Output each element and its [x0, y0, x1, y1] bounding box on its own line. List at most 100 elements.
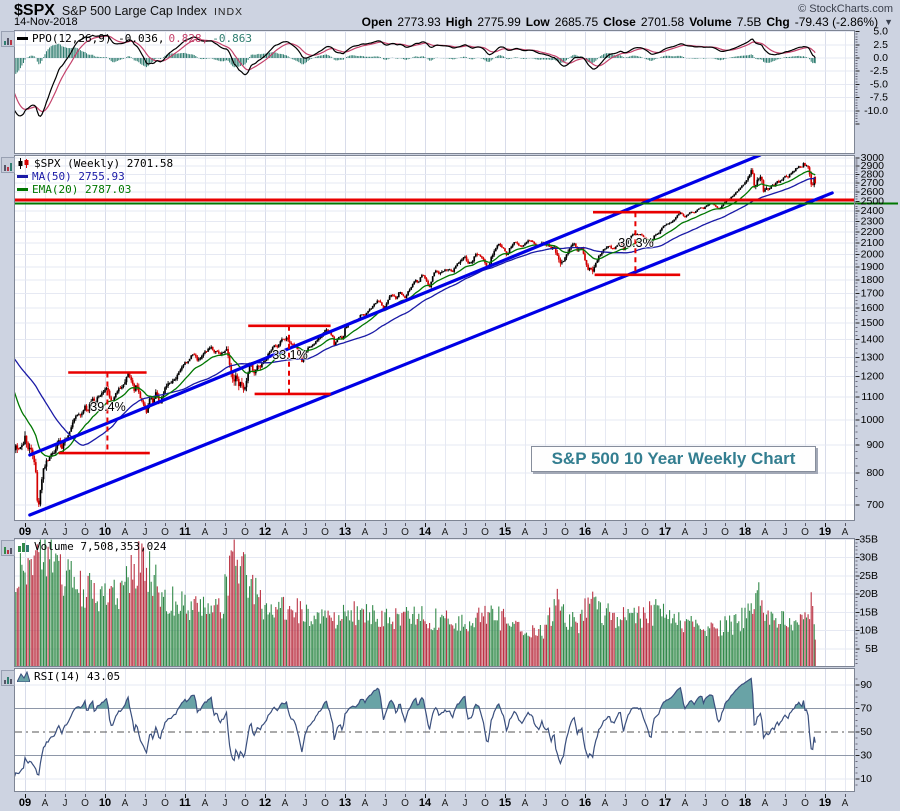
rsi-legend-text: RSI(14) 43.05	[34, 670, 121, 683]
chg-value: -79.43 (-2.86%)	[794, 15, 879, 29]
svg-text:11: 11	[179, 797, 191, 809]
rsi-legend: RSI(14) 43.05	[17, 670, 120, 683]
svg-text:1600: 1600	[861, 302, 885, 314]
svg-text:14: 14	[419, 526, 432, 538]
volume-legend: Volume 7,508,353,024	[17, 540, 166, 553]
svg-text:O: O	[161, 798, 169, 809]
low-value: 2685.75	[554, 15, 599, 29]
svg-text:1300: 1300	[861, 351, 885, 363]
quote-bar: Open 2773.93 High 2775.99 Low 2685.75 Cl…	[362, 15, 893, 29]
svg-text:5B: 5B	[865, 643, 878, 655]
svg-text:10: 10	[99, 526, 111, 538]
index-name-label: S&P 500 Large Cap Index	[61, 4, 207, 18]
ppo-legend-text: PPO(12,26,9) -0.036,	[32, 32, 165, 45]
svg-text:O: O	[81, 798, 89, 809]
svg-text:35B: 35B	[859, 533, 878, 545]
svg-text:10: 10	[860, 773, 872, 785]
svg-text:2100: 2100	[861, 237, 885, 249]
svg-text:J: J	[383, 798, 388, 809]
svg-text:A: A	[282, 798, 289, 809]
svg-text:A: A	[842, 798, 849, 809]
ppo-hist-value: -0.863	[212, 32, 252, 45]
ma50-line-icon	[17, 175, 28, 178]
svg-text:O: O	[161, 527, 169, 538]
svg-text:16: 16	[579, 797, 591, 809]
svg-text:1100: 1100	[861, 391, 884, 403]
svg-text:2800: 2800	[861, 168, 885, 180]
svg-text:J: J	[623, 527, 628, 538]
svg-text:1400: 1400	[861, 334, 885, 346]
svg-text:1900: 1900	[861, 261, 885, 273]
ppo-signal-value: 0.828,	[168, 32, 209, 45]
svg-text:3000: 3000	[861, 152, 885, 164]
svg-text:-2.5: -2.5	[870, 65, 888, 77]
ticker-line: $SPX S&P 500 Large Cap Index INDX	[14, 2, 243, 20]
svg-text:1200: 1200	[861, 370, 885, 382]
svg-text:J: J	[463, 527, 468, 538]
svg-text:O: O	[561, 798, 569, 809]
svg-text:12: 12	[259, 526, 271, 538]
svg-text:2500: 2500	[861, 195, 885, 207]
chart-header: $SPX S&P 500 Large Cap Index INDX © Stoc…	[0, 0, 900, 29]
ppo-line-icon	[17, 37, 28, 40]
measure-label-3: 30.3%	[618, 236, 654, 250]
price-legend: $SPX (Weekly) 2701.58 MA(50) 2755.93 EMA…	[17, 157, 173, 196]
svg-text:15B: 15B	[859, 606, 878, 618]
svg-text:A: A	[42, 798, 49, 809]
svg-text:09: 09	[19, 797, 31, 809]
svg-text:J: J	[543, 798, 548, 809]
low-label: Low	[525, 15, 550, 29]
svg-text:2400: 2400	[861, 205, 885, 217]
svg-text:O: O	[561, 527, 569, 538]
svg-text:A: A	[682, 527, 689, 538]
svg-text:17: 17	[659, 526, 671, 538]
svg-text:A: A	[762, 527, 769, 538]
svg-text:J: J	[783, 527, 788, 538]
svg-text:900: 900	[866, 439, 884, 451]
svg-text:A: A	[522, 798, 529, 809]
svg-text:O: O	[641, 527, 649, 538]
svg-text:09: 09	[19, 526, 31, 538]
svg-text:A: A	[202, 527, 209, 538]
svg-text:30B: 30B	[859, 552, 878, 564]
svg-text:-7.5: -7.5	[870, 92, 888, 104]
svg-text:J: J	[63, 527, 68, 538]
svg-text:17: 17	[659, 797, 671, 809]
svg-text:A: A	[602, 798, 609, 809]
svg-text:20B: 20B	[859, 588, 878, 600]
copyright-label: © StockCharts.com	[798, 3, 893, 15]
volume-bars-icon	[17, 541, 30, 552]
svg-text:A: A	[122, 527, 129, 538]
svg-text:2300: 2300	[861, 215, 885, 227]
chart-caption-box: S&P 500 10 Year Weekly Chart	[531, 446, 816, 472]
svg-text:1700: 1700	[861, 287, 885, 299]
svg-text:16: 16	[579, 526, 591, 538]
svg-text:J: J	[703, 798, 708, 809]
svg-text:2600: 2600	[861, 186, 885, 198]
svg-text:14: 14	[419, 797, 432, 809]
svg-text:O: O	[401, 527, 409, 538]
svg-text:O: O	[241, 798, 249, 809]
svg-text:J: J	[63, 798, 68, 809]
svg-text:700: 700	[866, 499, 884, 511]
svg-text:A: A	[202, 798, 209, 809]
ppo-legend: PPO(12,26,9) -0.036, 0.828, -0.863	[17, 32, 252, 45]
svg-text:O: O	[721, 527, 729, 538]
measure-label-1: 39.4%	[90, 400, 126, 414]
open-label: Open	[361, 15, 393, 29]
svg-text:A: A	[42, 527, 49, 538]
svg-text:J: J	[143, 527, 148, 538]
svg-text:A: A	[442, 798, 449, 809]
svg-text:800: 800	[866, 467, 884, 479]
svg-text:O: O	[481, 527, 489, 538]
svg-text:J: J	[143, 798, 148, 809]
svg-text:18: 18	[739, 526, 751, 538]
open-value: 2773.93	[397, 15, 441, 29]
svg-text:1800: 1800	[861, 274, 885, 286]
candlestick-icon	[17, 158, 30, 169]
svg-text:15: 15	[499, 526, 511, 538]
panel-handle-icon-ppo	[1, 31, 15, 47]
svg-text:A: A	[682, 798, 689, 809]
panel-handle-icon-rsi	[1, 670, 15, 686]
